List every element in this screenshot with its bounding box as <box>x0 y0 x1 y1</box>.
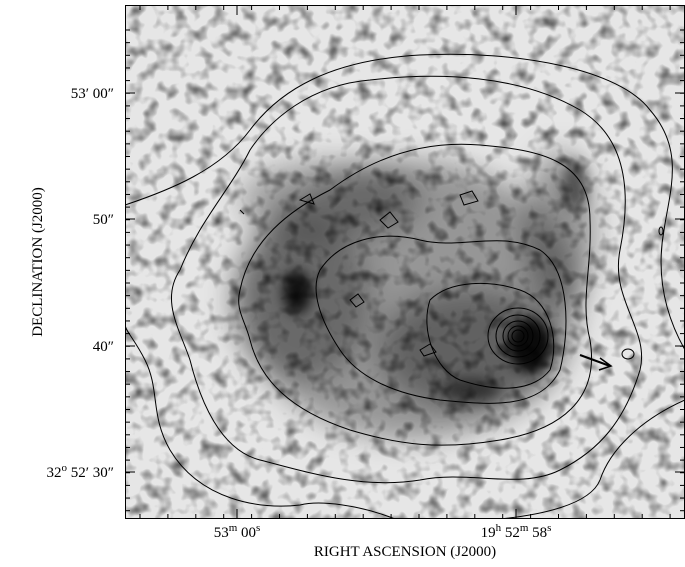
tick-label: 32o 52′ 30″ <box>46 462 114 481</box>
tick-label-part: 52′ 30″ <box>67 465 114 481</box>
image <box>125 5 685 519</box>
tick-label-part: 50″ <box>93 212 114 228</box>
tick-label-part: 52 <box>501 525 520 541</box>
tick-label: 53′ 00″ <box>71 86 114 102</box>
tick-marks <box>125 5 685 519</box>
tick-label: 40″ <box>93 339 114 355</box>
contours <box>125 53 685 519</box>
tick-label-part: 53′ 00″ <box>71 86 114 102</box>
tick-label-part: m <box>229 522 238 534</box>
tick-label-part: h <box>496 522 502 534</box>
tick-label-part: 53 <box>214 525 229 541</box>
tick-label-part: 00 <box>237 525 256 541</box>
tick-label: 19h 52m 58s <box>481 522 552 541</box>
x-axis-label: RIGHT ASCENSION (J2000) <box>314 544 496 560</box>
tick-label-part: m <box>520 522 529 534</box>
tick-label-part: 19 <box>481 525 496 541</box>
tick-label-part: s <box>547 522 551 534</box>
tick-label-part: s <box>256 522 260 534</box>
y-axis-label: DECLINATION (J2000) <box>30 187 46 337</box>
tick-label: 50″ <box>93 212 114 228</box>
arrow <box>579 354 613 371</box>
tick-label-part: 32 <box>46 465 61 481</box>
tick-label: 53m 00s <box>214 522 261 541</box>
tick-label-part: 58 <box>528 525 547 541</box>
tick-label-part: o <box>61 462 67 474</box>
tick-label-part: 40″ <box>93 339 114 355</box>
